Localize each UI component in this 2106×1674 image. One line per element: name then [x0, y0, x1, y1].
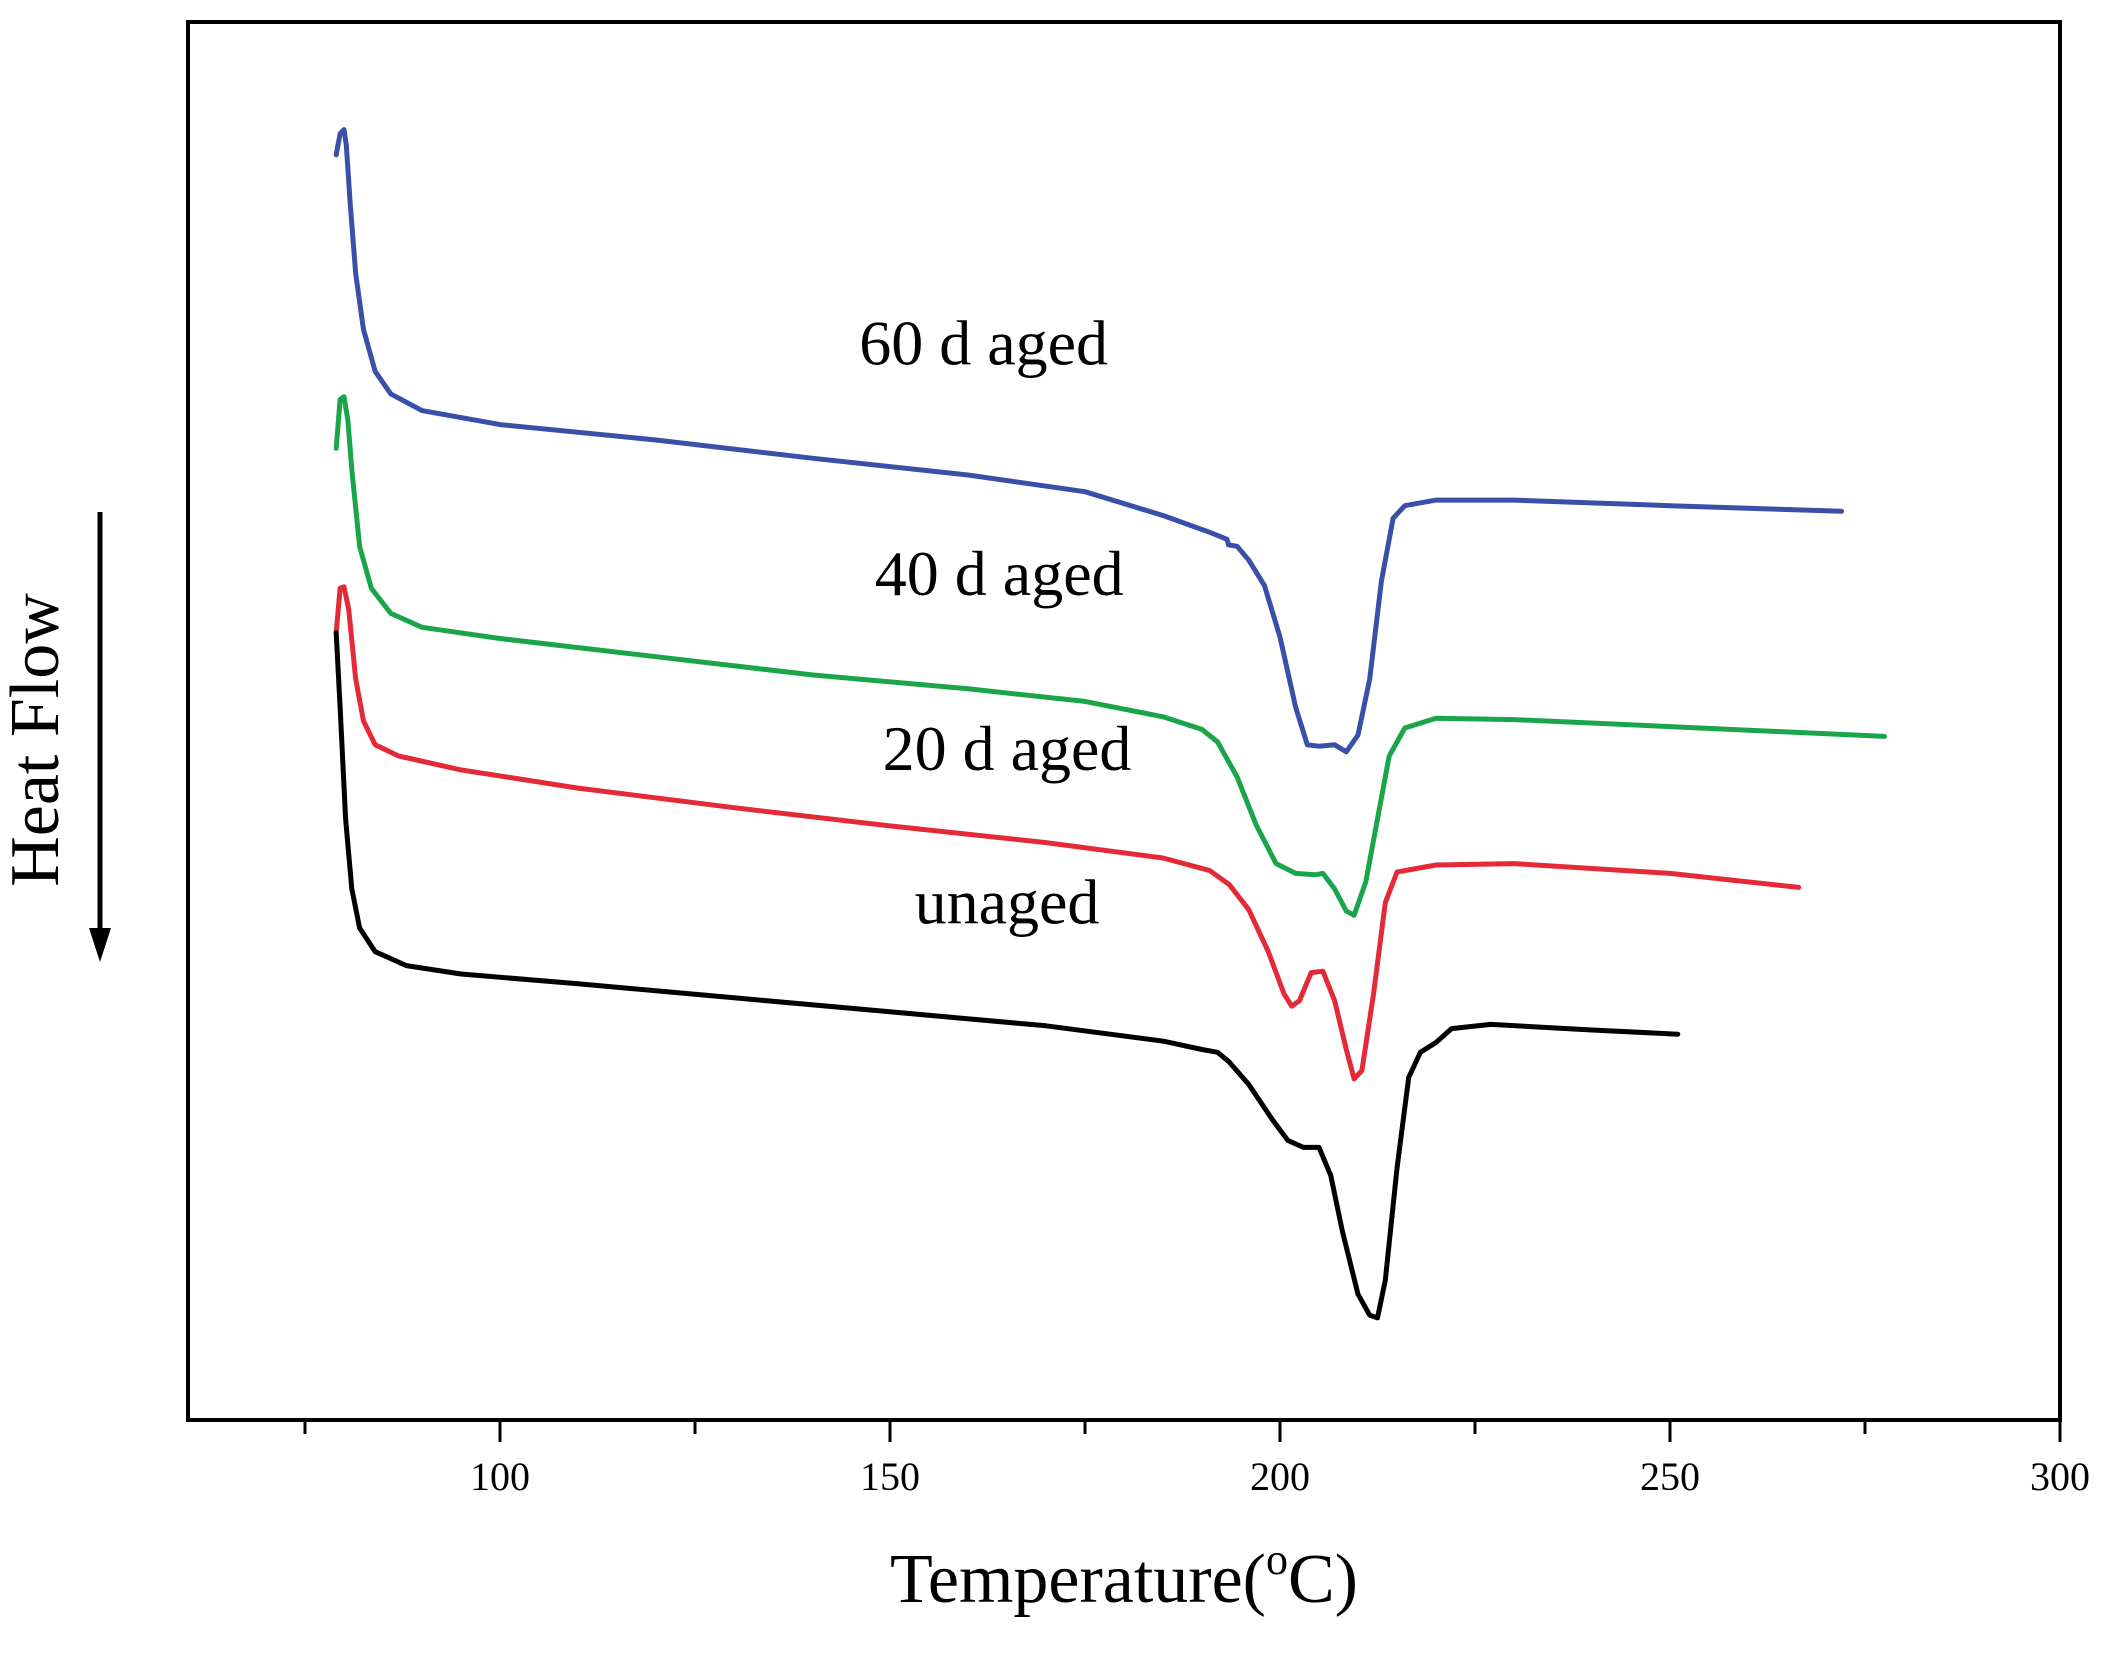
series-label-60-d-aged: 60 d aged: [859, 308, 1108, 379]
series-label-20-d-aged: 20 d aged: [883, 713, 1132, 784]
x-tick-label: 150: [860, 1454, 920, 1499]
x-tick-label: 250: [1640, 1454, 1700, 1499]
x-axis-title: Temperature(oC): [890, 1535, 1358, 1618]
x-tick-label: 300: [2030, 1454, 2090, 1499]
series-line-20-d-aged: [333, 584, 1802, 1082]
series-label-unaged: unaged: [915, 867, 1100, 938]
y-axis-title: Heat Flow: [0, 593, 74, 887]
series-line-unaged: [333, 630, 1681, 1321]
series-group: [333, 127, 1887, 1321]
x-tick-label: 200: [1250, 1454, 1310, 1499]
plot-frame: [186, 20, 2062, 1422]
series-label-40-d-aged: 40 d aged: [875, 538, 1124, 609]
x-tick-labels: 100 150 200 250 300: [470, 1454, 2090, 1499]
series-labels: 60 d aged 40 d aged 20 d aged unaged: [859, 308, 1131, 938]
x-tick-label: 100: [470, 1454, 530, 1499]
series-line-60-d-aged: [333, 127, 1845, 755]
x-ticks: [303, 1420, 2062, 1442]
heat-flow-arrow-icon: [89, 512, 111, 962]
series-line-40-d-aged: [333, 394, 1887, 918]
